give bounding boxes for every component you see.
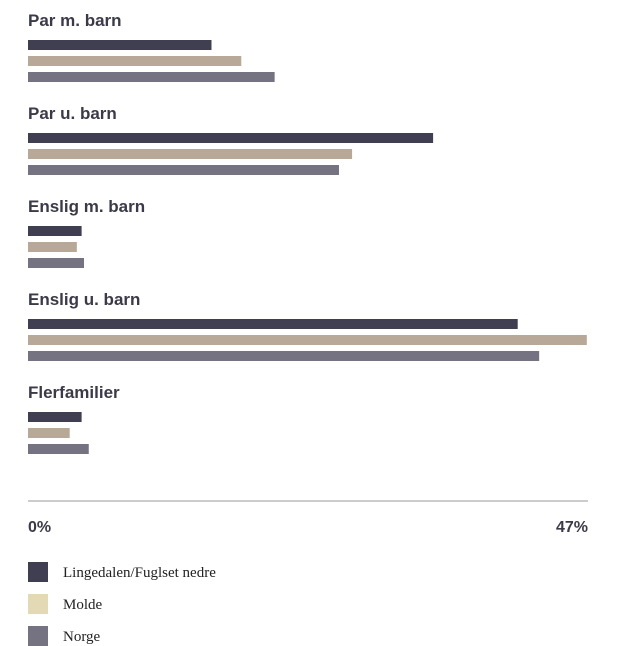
bar-norge <box>28 258 84 268</box>
legend-swatch <box>28 594 48 614</box>
bar-molde <box>28 56 242 66</box>
legend-swatch <box>28 626 48 646</box>
category-label: Par m. barn <box>28 11 122 30</box>
bar-lingedalen <box>28 226 82 236</box>
category-label: Par u. barn <box>28 104 117 123</box>
x-tick-label-min: 0% <box>28 519 51 536</box>
bar-molde <box>28 428 70 438</box>
legend-swatch <box>28 562 48 582</box>
legend-label: Norge <box>63 629 101 645</box>
bar-norge <box>28 444 89 454</box>
category-label: Enslig m. barn <box>28 197 145 216</box>
category-label: Enslig u. barn <box>28 290 140 309</box>
bar-molde <box>28 242 77 252</box>
bar-norge <box>28 165 339 175</box>
category-label: Flerfamilier <box>28 383 120 402</box>
bar-molde <box>28 149 353 159</box>
bar-lingedalen <box>28 40 212 50</box>
bar-norge <box>28 72 275 82</box>
bar-molde <box>28 335 587 345</box>
legend-label: Molde <box>63 597 103 613</box>
x-tick-label-max: 47% <box>556 519 588 536</box>
bar-lingedalen <box>28 133 434 143</box>
bar-lingedalen <box>28 412 82 422</box>
legend-label: Lingedalen/Fuglset nedre <box>63 565 216 581</box>
bar-lingedalen <box>28 319 518 329</box>
bar-norge <box>28 351 540 361</box>
